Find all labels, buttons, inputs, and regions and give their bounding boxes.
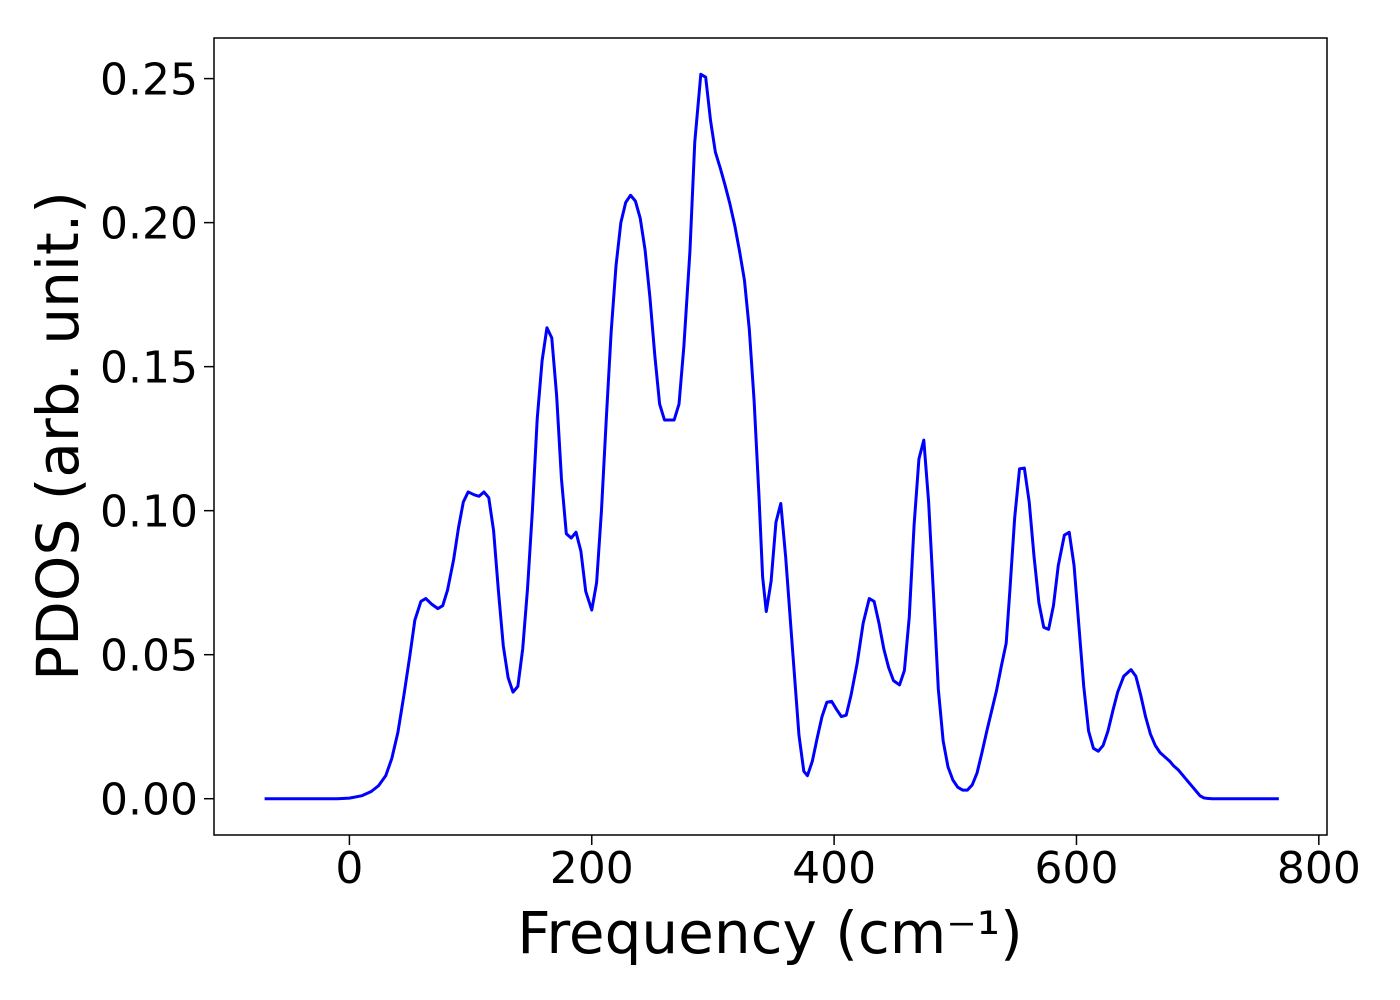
x-tick-label: 600 — [1034, 843, 1118, 894]
y-tick-label: 0.15 — [100, 343, 198, 394]
x-tick-label: 0 — [335, 843, 363, 894]
x-tick-label: 200 — [550, 843, 634, 894]
y-tick-label: 0.20 — [100, 199, 198, 250]
x-axis-label: Frequency (cm⁻¹) — [517, 899, 1023, 967]
x-tick-label: 400 — [792, 843, 876, 894]
y-tick-label: 0.00 — [100, 775, 198, 826]
y-tick-label: 0.25 — [100, 55, 198, 106]
x-tick-label: 800 — [1277, 843, 1361, 894]
y-axis-label: PDOS (arb. unit.) — [24, 191, 92, 681]
y-tick-label: 0.10 — [100, 487, 198, 538]
data-line — [264, 72, 1279, 801]
y-tick-label: 0.05 — [100, 631, 198, 682]
plot-frame — [213, 37, 1328, 836]
